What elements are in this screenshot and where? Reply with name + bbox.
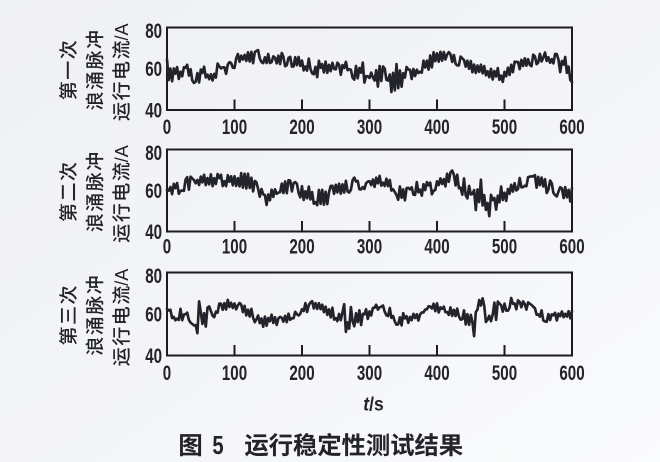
svg-text:300: 300 [357, 360, 382, 384]
svg-text:500: 500 [492, 360, 517, 384]
svg-text:60: 60 [145, 302, 162, 326]
svg-text:100: 100 [222, 114, 247, 138]
svg-text:/A: /A [112, 23, 132, 40]
svg-text:80: 80 [145, 140, 162, 164]
svg-text:80: 80 [145, 263, 162, 287]
svg-text:100: 100 [222, 234, 247, 258]
svg-text:60: 60 [145, 57, 162, 81]
svg-text:400: 400 [424, 234, 449, 258]
svg-text:600: 600 [559, 114, 584, 138]
svg-text:200: 200 [289, 114, 314, 138]
svg-text:600: 600 [559, 234, 584, 258]
svg-text:100: 100 [222, 360, 247, 384]
svg-text:200: 200 [289, 360, 314, 384]
svg-text:5: 5 [212, 431, 223, 460]
svg-text:0: 0 [163, 234, 171, 258]
svg-text:t/s: t/s [363, 393, 383, 415]
svg-text:0: 0 [163, 114, 171, 138]
svg-text:400: 400 [424, 114, 449, 138]
svg-text:200: 200 [289, 234, 314, 258]
svg-text:40: 40 [145, 219, 162, 243]
svg-text:0: 0 [163, 360, 171, 384]
svg-text:400: 400 [424, 360, 449, 384]
svg-text:/A: /A [112, 269, 132, 286]
svg-text:60: 60 [145, 178, 162, 202]
svg-text:300: 300 [357, 234, 382, 258]
svg-text:40: 40 [145, 98, 162, 122]
svg-text:/A: /A [112, 145, 132, 162]
svg-text:300: 300 [357, 114, 382, 138]
svg-text:600: 600 [559, 360, 584, 384]
svg-text:80: 80 [145, 18, 162, 42]
svg-text:40: 40 [145, 343, 162, 367]
svg-text:500: 500 [492, 234, 517, 258]
svg-text:500: 500 [492, 114, 517, 138]
